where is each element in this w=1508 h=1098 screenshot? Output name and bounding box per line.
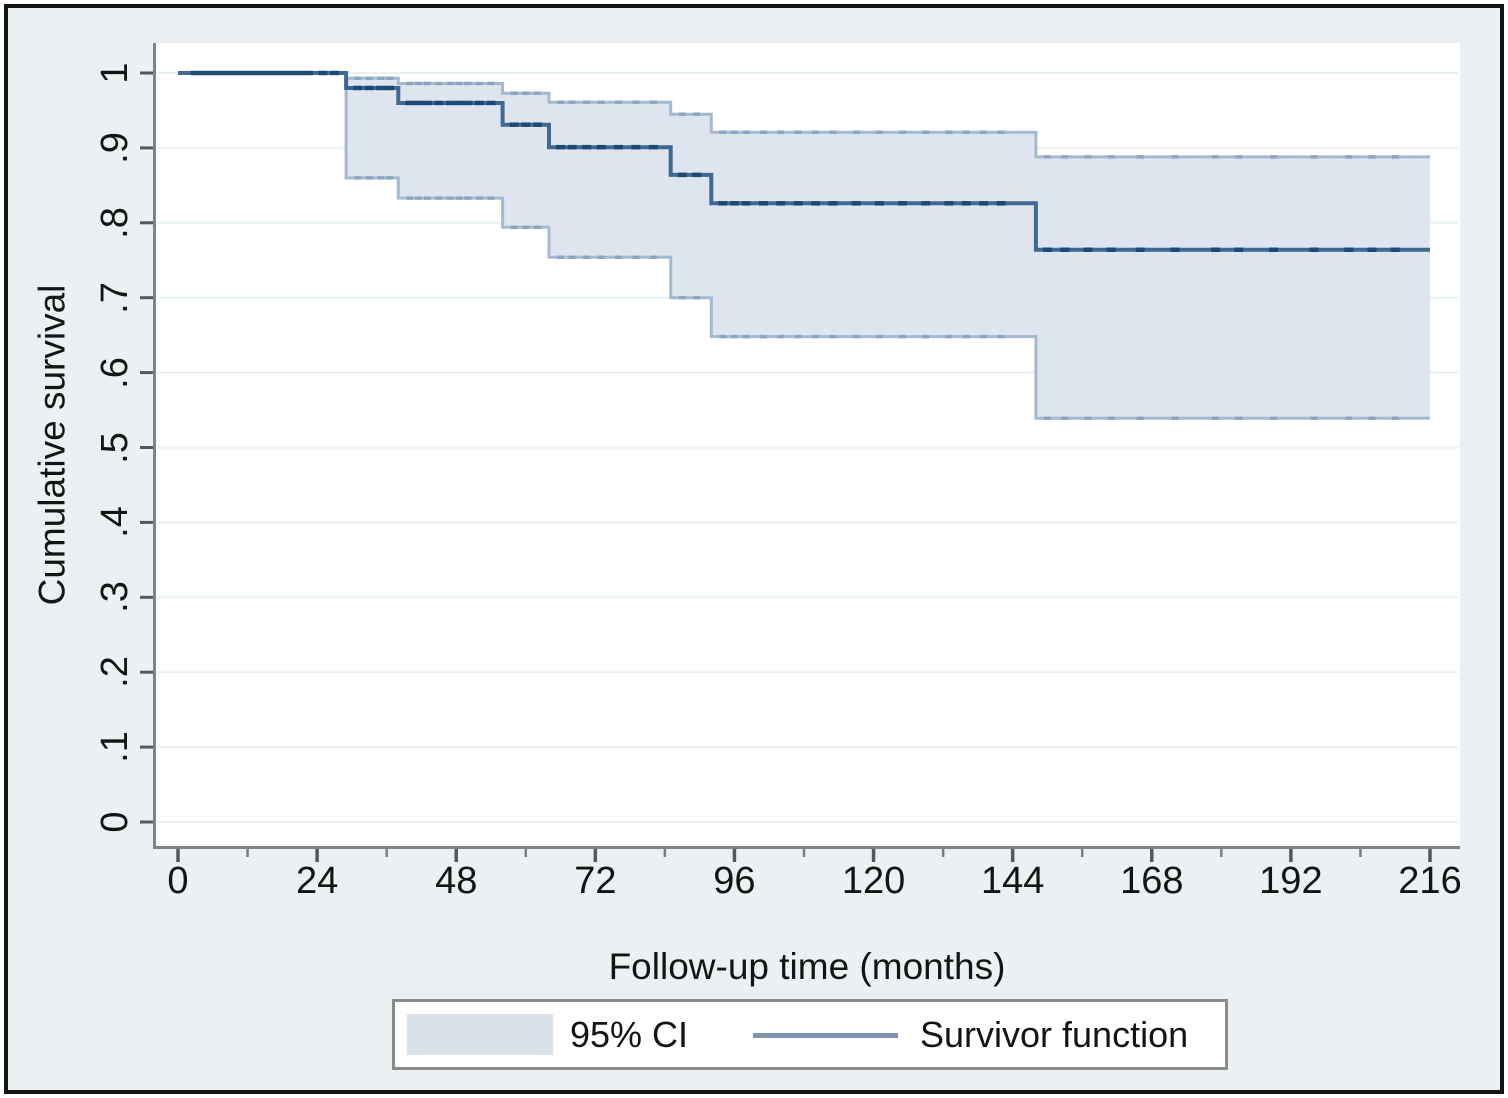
y-tick-label: .1 <box>94 731 136 763</box>
legend-ci-label: 95% CI <box>570 1013 689 1055</box>
y-tick-label: .9 <box>94 132 136 164</box>
x-tick-label: 48 <box>435 860 478 902</box>
legend-line-swatch <box>753 1033 898 1038</box>
x-tick-label: 24 <box>295 860 339 902</box>
x-tick-label: 96 <box>713 860 756 902</box>
y-tick-label: .3 <box>94 581 136 614</box>
legend-line-label: Survivor function <box>920 1013 1189 1055</box>
x-tick-label: 0 <box>167 860 189 902</box>
y-tick-label: .4 <box>94 506 136 539</box>
x-axis-title: Follow-up time (months) <box>608 946 1006 987</box>
y-tick-label: .6 <box>94 356 136 389</box>
y-tick-label: .7 <box>94 281 136 314</box>
legend: 95% CI Survivor function <box>392 999 1228 1070</box>
x-tick-label: 168 <box>1120 860 1184 902</box>
legend-ci-swatch <box>407 1014 553 1055</box>
x-tick-label: 144 <box>980 860 1045 902</box>
y-tick-label: .5 <box>94 431 136 464</box>
x-tick-label: 216 <box>1398 860 1462 902</box>
x-tick-label: 120 <box>841 860 906 902</box>
y-tick-label: 0 <box>94 811 136 833</box>
y-tick-label: 1 <box>94 62 136 84</box>
y-tick-label: .2 <box>94 656 136 689</box>
y-tick-label: .8 <box>94 206 136 239</box>
x-tick-label: 192 <box>1259 860 1323 902</box>
x-tick-label: 72 <box>574 860 617 902</box>
y-axis-title: Cumulative survival <box>31 284 73 606</box>
ci-band <box>346 73 1431 419</box>
